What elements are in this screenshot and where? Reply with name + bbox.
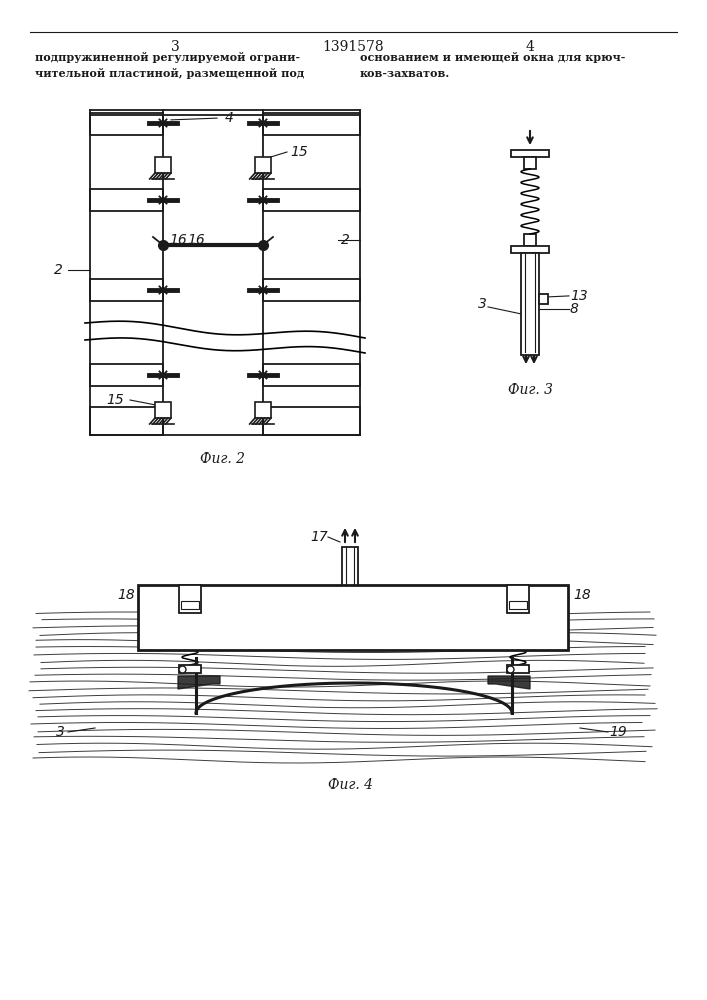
- Bar: [179, 585, 201, 613]
- Bar: [524, 234, 536, 246]
- Text: ков-захватов.: ков-захватов.: [360, 68, 450, 79]
- Bar: [90, 279, 163, 301]
- Bar: [509, 601, 527, 609]
- Polygon shape: [178, 676, 220, 689]
- Bar: [179, 665, 201, 673]
- Bar: [521, 253, 539, 355]
- Bar: [90, 407, 163, 435]
- Bar: [263, 279, 360, 301]
- Text: 18: 18: [573, 588, 591, 602]
- Text: основанием и имеющей окна для крюч-: основанием и имеющей окна для крюч-: [360, 52, 626, 63]
- Text: Фиг. 2: Фиг. 2: [199, 452, 245, 466]
- Bar: [524, 157, 536, 169]
- Text: 8: 8: [570, 302, 579, 316]
- Text: 3: 3: [477, 297, 486, 311]
- Text: 4: 4: [225, 111, 234, 125]
- Bar: [155, 157, 171, 173]
- Text: подпружиненной регулируемой ограни-: подпружиненной регулируемой ограни-: [35, 52, 300, 63]
- Text: 3: 3: [56, 725, 64, 739]
- Text: 17: 17: [310, 530, 328, 544]
- Text: Фиг. 3: Фиг. 3: [508, 383, 552, 397]
- Text: 2: 2: [54, 263, 62, 277]
- Text: 18: 18: [117, 588, 135, 602]
- Text: 16: 16: [169, 233, 187, 247]
- Polygon shape: [488, 676, 530, 689]
- Text: 15: 15: [290, 145, 308, 159]
- Text: чительной пластиной, размещенной под: чительной пластиной, размещенной под: [35, 68, 304, 79]
- Text: 16: 16: [187, 233, 205, 247]
- Text: 13: 13: [570, 289, 588, 303]
- Bar: [155, 402, 171, 418]
- Bar: [539, 294, 548, 304]
- Bar: [90, 113, 163, 135]
- Bar: [255, 402, 271, 418]
- Text: 4: 4: [525, 40, 534, 54]
- Text: 1391578: 1391578: [322, 40, 384, 54]
- Bar: [511, 246, 549, 253]
- Bar: [507, 585, 529, 613]
- Text: 19: 19: [609, 725, 627, 739]
- Bar: [90, 189, 163, 211]
- Bar: [507, 665, 529, 673]
- Bar: [138, 585, 568, 650]
- Bar: [263, 189, 360, 211]
- Text: 3: 3: [170, 40, 180, 54]
- Bar: [181, 601, 199, 609]
- Bar: [255, 157, 271, 173]
- Bar: [342, 547, 358, 585]
- Text: Фиг. 4: Фиг. 4: [327, 778, 373, 792]
- Bar: [511, 150, 549, 157]
- Bar: [263, 407, 360, 435]
- Bar: [90, 364, 163, 386]
- Bar: [263, 364, 360, 386]
- Text: 2: 2: [341, 233, 349, 247]
- Text: 15: 15: [106, 393, 124, 407]
- Bar: [263, 113, 360, 135]
